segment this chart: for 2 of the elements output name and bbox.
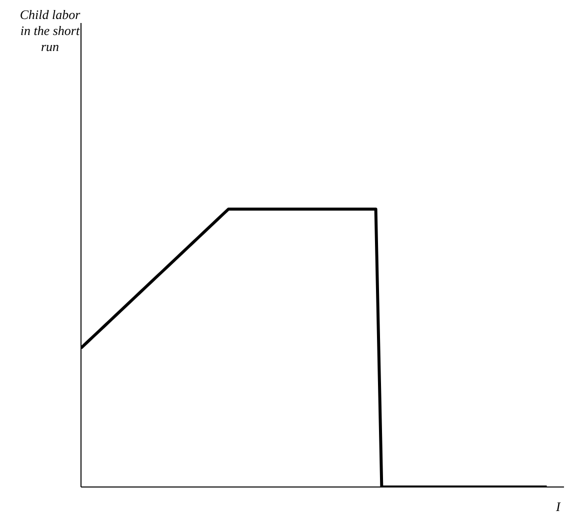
text: Child labor in the short run [18, 7, 82, 55]
x-axis-title: I [556, 499, 560, 515]
